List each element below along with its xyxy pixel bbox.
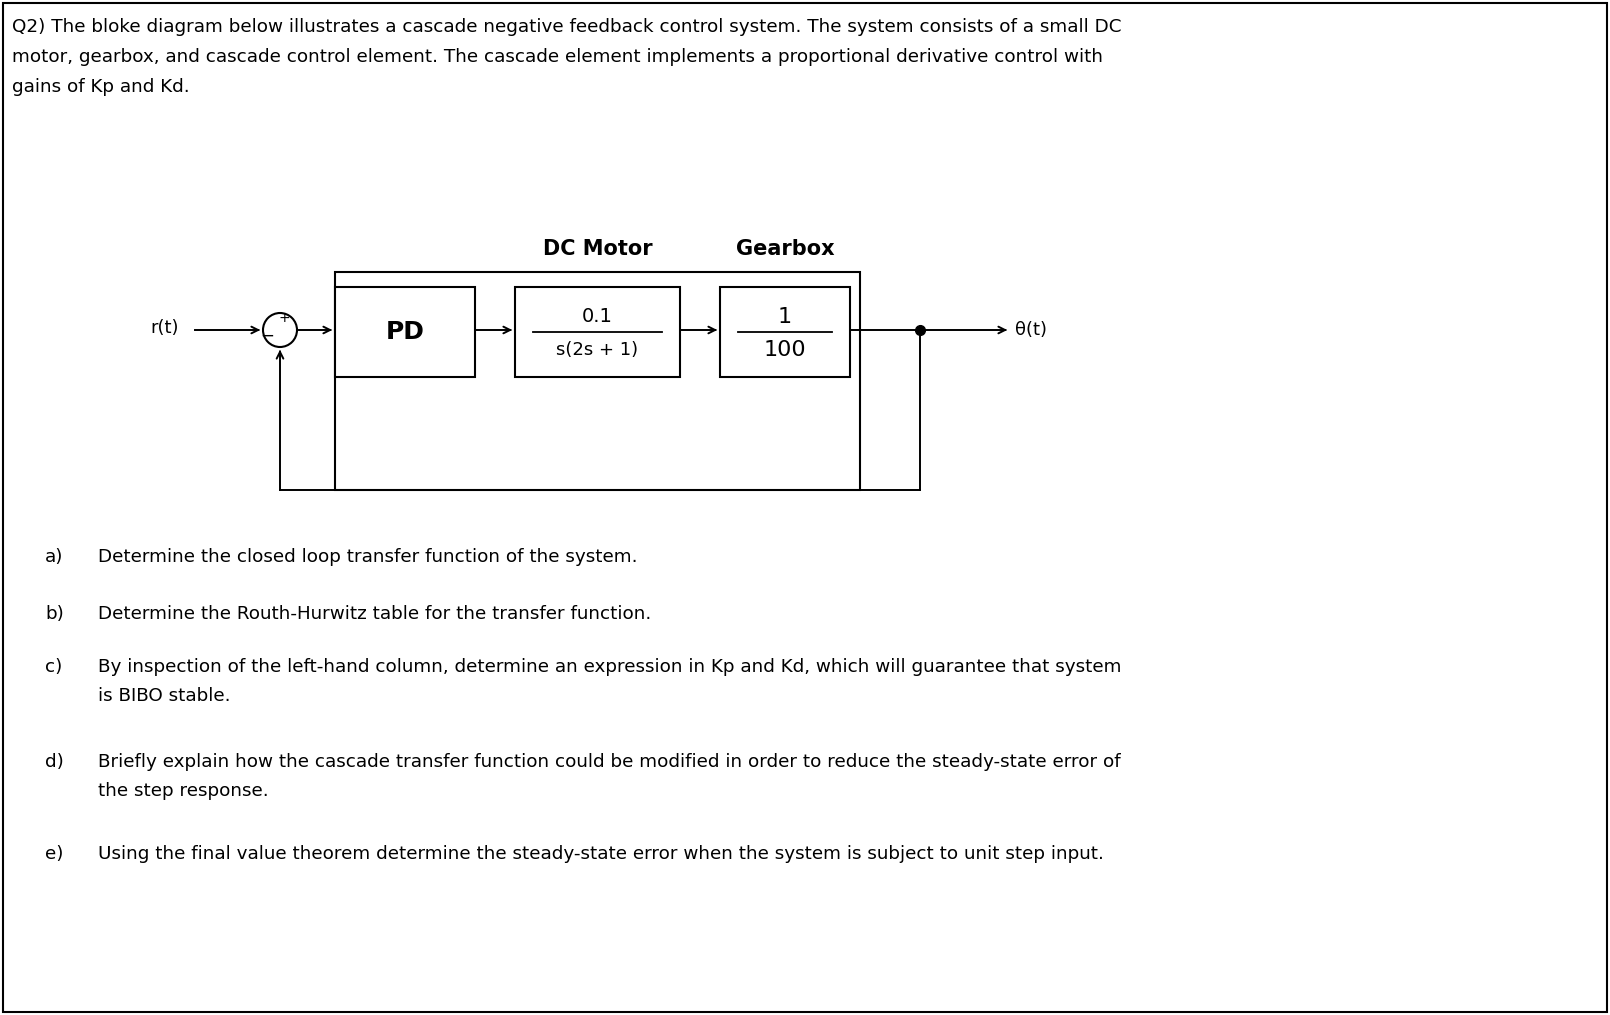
Text: Briefly explain how the cascade transfer function could be modified in order to : Briefly explain how the cascade transfer… [98,753,1121,771]
Text: r(t): r(t) [150,319,179,337]
Text: 0.1: 0.1 [583,308,613,327]
Bar [515,287,679,377]
Text: the step response.: the step response. [98,782,269,800]
Text: c): c) [45,658,63,676]
Text: By inspection of the left-hand column, determine an expression in Kp and Kd, whi: By inspection of the left-hand column, d… [98,658,1122,676]
Text: 100: 100 [763,340,807,360]
Text: θ(t): θ(t) [1014,321,1046,339]
Text: a): a) [45,548,63,566]
Circle shape [262,313,296,347]
Bar [335,272,860,490]
Text: PD: PD [385,320,425,344]
Bar [335,287,475,377]
Text: Determine the Routh-Hurwitz table for the transfer function.: Determine the Routh-Hurwitz table for th… [98,605,652,623]
Text: e): e) [45,845,63,863]
Text: +: + [279,311,290,325]
Text: 1: 1 [778,307,792,327]
Text: Using the final value theorem determine the steady-state error when the system i: Using the final value theorem determine … [98,845,1104,863]
Text: b): b) [45,605,64,623]
Bar [720,287,850,377]
Text: is BIBO stable.: is BIBO stable. [98,687,230,705]
Text: Q2) The bloke diagram below illustrates a cascade negative feedback control syst: Q2) The bloke diagram below illustrates … [11,18,1122,36]
Text: −: − [261,327,274,345]
Text: DC Motor: DC Motor [543,239,652,259]
Text: d): d) [45,753,64,771]
Text: Gearbox: Gearbox [736,239,834,259]
Text: s(2s + 1): s(2s + 1) [557,341,639,359]
Text: gains of Kp and Kd.: gains of Kp and Kd. [11,78,190,96]
Text: motor, gearbox, and cascade control element. The cascade element implements a pr: motor, gearbox, and cascade control elem… [11,48,1103,66]
Text: Determine the closed loop transfer function of the system.: Determine the closed loop transfer funct… [98,548,638,566]
